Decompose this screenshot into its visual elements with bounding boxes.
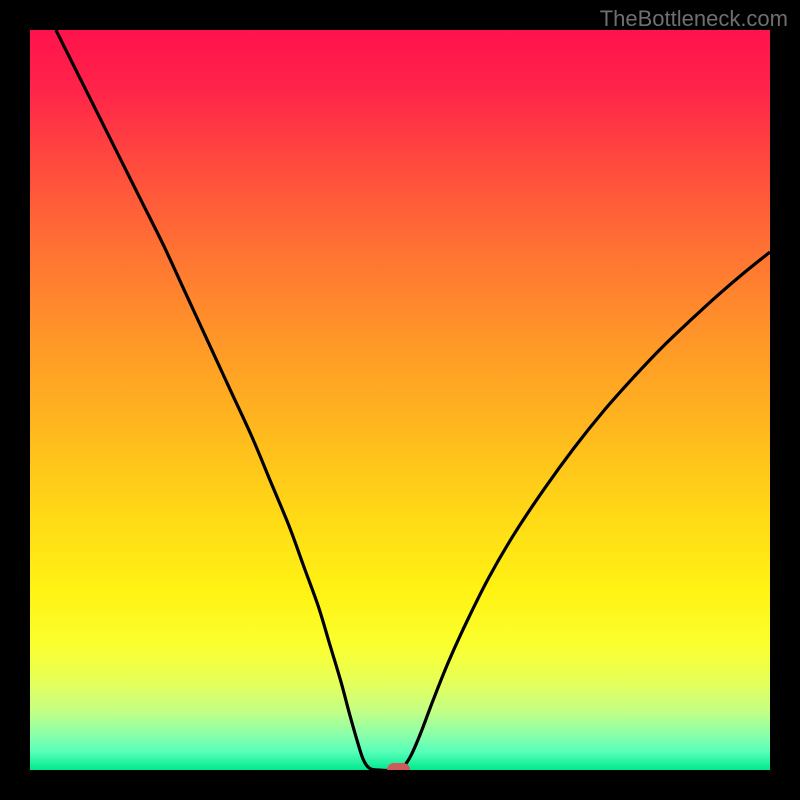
plot-area [30,30,770,770]
chart-container: TheBottleneck.com [0,0,800,800]
bottleneck-curve [56,30,770,770]
watermark-text: TheBottleneck.com [600,6,788,32]
curve-svg [30,30,770,770]
bottleneck-marker [387,763,409,770]
